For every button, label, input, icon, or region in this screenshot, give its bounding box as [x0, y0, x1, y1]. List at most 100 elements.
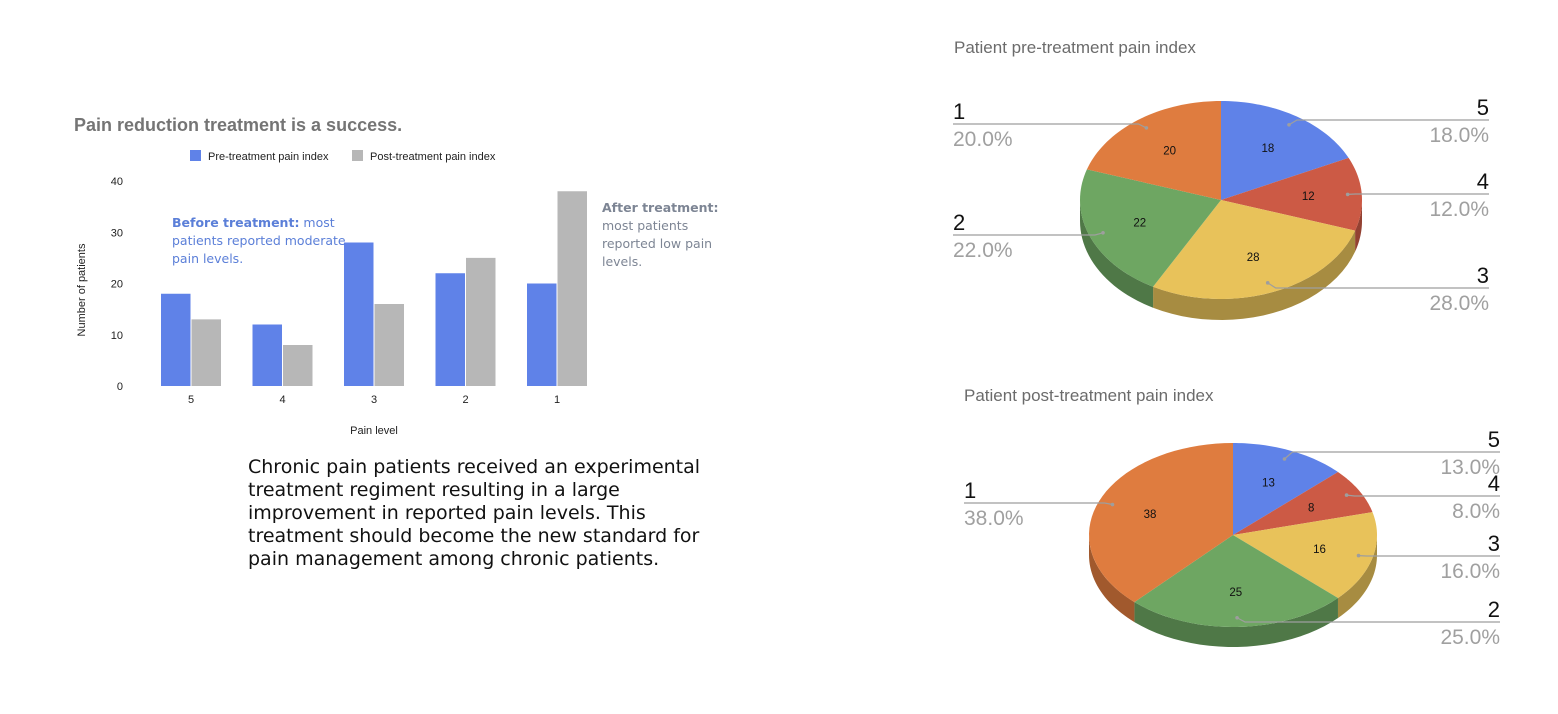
bar-chart-x-axis-label: Pain level	[350, 425, 398, 437]
callout-dot-1	[1110, 502, 1115, 507]
legend-swatch-pre	[190, 150, 201, 161]
pie-value-label-3: 28	[1247, 252, 1260, 264]
callout-dot-2	[1235, 615, 1239, 620]
callout-dot-4	[1345, 192, 1350, 197]
pie-side-slice-2	[1134, 597, 1338, 647]
pie-slice-4	[1233, 472, 1373, 535]
callout-label-5: 5	[1477, 95, 1489, 120]
legend-swatch-post	[352, 150, 363, 161]
pie-side-slice-3	[1337, 535, 1377, 618]
pie-side-slice-2	[1080, 200, 1154, 308]
callout-line-5	[1288, 119, 1489, 126]
callout-percent-3: 28.0%	[1429, 292, 1489, 315]
pie-value-label-5: 13	[1262, 478, 1275, 490]
before-treatment-colon: :	[294, 215, 300, 230]
bar-chart-x-axis: 5 4 3 2 1	[188, 394, 560, 406]
pie-slice-5	[1221, 101, 1349, 200]
legend-label-post: Post-treatment pain index	[370, 151, 496, 163]
pie-value-label-1: 38	[1144, 509, 1157, 521]
pie-value-label-2: 25	[1229, 587, 1242, 599]
callout-percent-1: 20.0%	[953, 128, 1013, 151]
pie-post-title: Patient post-treatment pain index	[964, 386, 1214, 405]
pie-pre-title: Patient pre-treatment pain index	[954, 38, 1196, 57]
y-tick-label: 30	[111, 227, 123, 239]
before-treatment-body: most patients reported moderate pain lev…	[172, 215, 346, 266]
callout-label-2: 2	[1488, 597, 1500, 622]
bar-chart-title: Pain reduction treatment is a success.	[74, 115, 402, 135]
bar-post-level-2	[466, 257, 496, 386]
legend-label-pre: Pre-treatment pain index	[208, 151, 329, 163]
bar-chart-bars	[161, 191, 587, 386]
before-treatment-lead: Before treatment	[172, 215, 295, 230]
pie-pre-treatment: 18 12 28 22 20	[1080, 101, 1362, 320]
bar-pre-level-5	[161, 293, 191, 386]
x-tick-label: 4	[279, 394, 285, 406]
callout-dot-5	[1282, 457, 1287, 461]
pie-slice-4	[1221, 157, 1362, 231]
callout-label-4: 4	[1477, 169, 1489, 194]
bar-chart: Pain reduction treatment is a success. P…	[74, 115, 587, 437]
callout-label-4: 4	[1488, 471, 1500, 496]
callout-dot-3	[1356, 553, 1361, 558]
pie-value-label-2: 22	[1133, 218, 1146, 230]
pie-slice-1	[1089, 443, 1233, 603]
bar-pre-level-2	[435, 273, 465, 386]
after-treatment-annotation: After treatment: most patients reported …	[602, 199, 727, 271]
callout-percent-5: 13.0%	[1440, 456, 1500, 479]
callout-percent-3: 16.0%	[1440, 560, 1500, 583]
callout-dot-4	[1344, 493, 1349, 497]
callout-percent-4: 8.0%	[1452, 500, 1500, 523]
pie-post-callouts: 5 13.0%4 8.0% 3 16.0% 2 25.0% 1 38.0%	[964, 427, 1500, 649]
bar-pre-level-3	[344, 242, 374, 386]
pie-slice-2	[1080, 169, 1221, 287]
callout-percent-1: 38.0%	[964, 507, 1024, 530]
pie-slice-5	[1233, 443, 1338, 535]
x-tick-label: 3	[371, 394, 377, 406]
callout-label-3: 3	[1488, 531, 1500, 556]
bar-post-level-4	[283, 345, 313, 386]
bar-pre-level-1	[527, 283, 557, 386]
bar-post-level-3	[374, 304, 404, 386]
callout-line-2	[953, 232, 1104, 236]
callout-dot-1	[1144, 126, 1149, 130]
callout-label-1: 1	[953, 99, 965, 124]
bar-pre-level-4	[252, 324, 282, 386]
after-treatment-body: most patients reported low pain levels.	[602, 218, 713, 269]
y-tick-label: 10	[111, 330, 123, 342]
pie-slice-2	[1134, 535, 1338, 627]
pie-slice-1	[1086, 101, 1221, 200]
callout-percent-2: 22.0%	[953, 239, 1013, 262]
pie-value-label-3: 16	[1313, 544, 1326, 556]
bar-chart-y-axis: 0 10 20 30 40	[111, 176, 123, 393]
pie-value-label-4: 8	[1308, 503, 1314, 515]
callout-line-1	[964, 502, 1113, 506]
bar-post-level-5	[191, 319, 221, 386]
pie-slice-3	[1233, 512, 1377, 598]
pie-pre-callouts: 5 18.0% 4 12.0% 3 28.0% 2 22.0% 1 20.0%	[953, 95, 1489, 315]
callout-dot-3	[1265, 281, 1270, 285]
callout-line-2	[1236, 617, 1500, 623]
callout-line-5	[1284, 451, 1500, 460]
before-treatment-annotation: Before treatment: most patients reported…	[172, 214, 352, 268]
callout-line-1	[953, 123, 1147, 129]
pie-side-slice-1	[1089, 535, 1135, 623]
y-tick-label: 40	[111, 176, 123, 188]
after-treatment-colon: :	[713, 200, 719, 215]
callout-percent-5: 18.0%	[1429, 124, 1489, 147]
callout-label-5: 5	[1488, 427, 1500, 452]
x-tick-label: 1	[554, 394, 560, 406]
callout-label-1: 1	[964, 478, 976, 503]
bar-post-level-1	[557, 191, 587, 386]
bar-chart-legend: Pre-treatment pain index Post-treatment p…	[190, 150, 496, 163]
pie-value-label-1: 20	[1163, 145, 1176, 157]
callout-label-3: 3	[1477, 263, 1489, 288]
callout-label-2: 2	[953, 210, 965, 235]
pie-post-treatment: 13 8 16 25 38	[1089, 443, 1377, 647]
pie-value-label-4: 12	[1302, 191, 1315, 203]
description-paragraph: Chronic pain patients received an experi…	[248, 456, 701, 570]
y-tick-label: 0	[117, 381, 123, 393]
callout-line-3	[1267, 282, 1489, 289]
callout-percent-4: 12.0%	[1429, 198, 1489, 221]
pie-value-label-5: 18	[1261, 143, 1274, 155]
